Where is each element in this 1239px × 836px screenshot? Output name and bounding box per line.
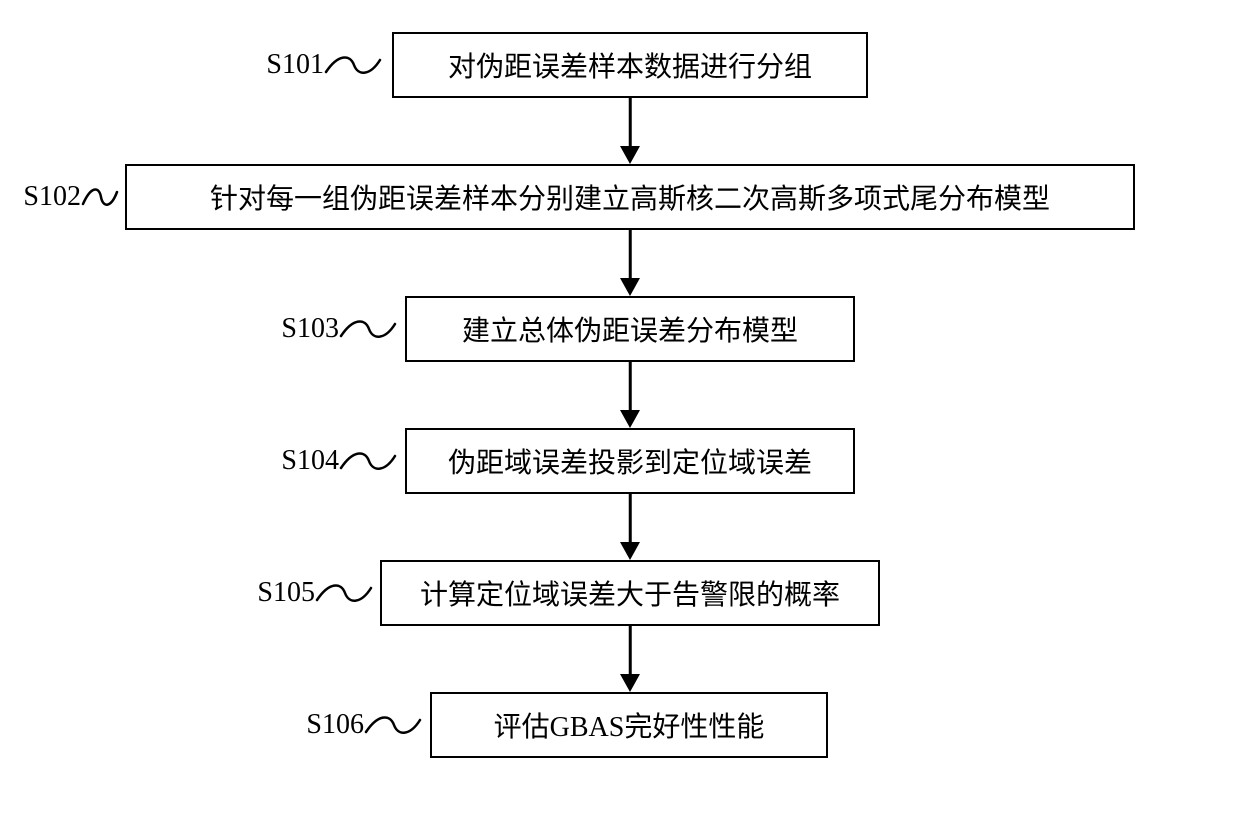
step-label-s106: S106 xyxy=(267,710,422,740)
flow-node-s105: 计算定位域误差大于告警限的概率 xyxy=(380,560,880,626)
tilde-connector-icon xyxy=(324,50,382,80)
arrow-head-icon xyxy=(620,542,640,560)
flow-node-s101: 对伪距误差样本数据进行分组 xyxy=(392,32,868,98)
step-label-s102: S102 xyxy=(14,182,119,212)
arrow-head-icon xyxy=(620,410,640,428)
step-label-s101: S101 xyxy=(227,50,382,80)
arrow-head-icon xyxy=(620,674,640,692)
arrow-line xyxy=(629,494,632,544)
arrow-line xyxy=(629,362,632,412)
step-label-text: S102 xyxy=(23,181,81,213)
arrow-head-icon xyxy=(620,146,640,164)
step-label-s105: S105 xyxy=(218,578,373,608)
arrow-head-icon xyxy=(620,278,640,296)
tilde-connector-icon xyxy=(339,446,397,476)
step-label-text: S104 xyxy=(281,445,339,477)
tilde-connector-icon xyxy=(81,182,119,212)
flow-node-text: 评估GBAS完好性性能 xyxy=(494,705,765,745)
tilde-connector-icon xyxy=(364,710,422,740)
flow-node-s103: 建立总体伪距误差分布模型 xyxy=(405,296,855,362)
flow-node-s106: 评估GBAS完好性性能 xyxy=(430,692,828,758)
flow-node-text: 对伪距误差样本数据进行分组 xyxy=(448,45,812,85)
step-label-text: S105 xyxy=(257,577,315,609)
arrow-line xyxy=(629,98,632,148)
arrow-line xyxy=(629,230,632,280)
step-label-s103: S103 xyxy=(242,314,397,344)
flow-node-text: 伪距域误差投影到定位域误差 xyxy=(448,441,812,481)
flow-node-s102: 针对每一组伪距误差样本分别建立高斯核二次高斯多项式尾分布模型 xyxy=(125,164,1135,230)
step-label-text: S101 xyxy=(266,49,324,81)
step-label-s104: S104 xyxy=(242,446,397,476)
flow-node-s104: 伪距域误差投影到定位域误差 xyxy=(405,428,855,494)
step-label-text: S106 xyxy=(306,709,364,741)
tilde-connector-icon xyxy=(339,314,397,344)
flow-node-text: 建立总体伪距误差分布模型 xyxy=(462,309,798,349)
arrow-line xyxy=(629,626,632,676)
flow-node-text: 计算定位域误差大于告警限的概率 xyxy=(420,573,840,613)
tilde-connector-icon xyxy=(315,578,373,608)
flow-node-text: 针对每一组伪距误差样本分别建立高斯核二次高斯多项式尾分布模型 xyxy=(210,177,1050,217)
step-label-text: S103 xyxy=(281,313,339,345)
